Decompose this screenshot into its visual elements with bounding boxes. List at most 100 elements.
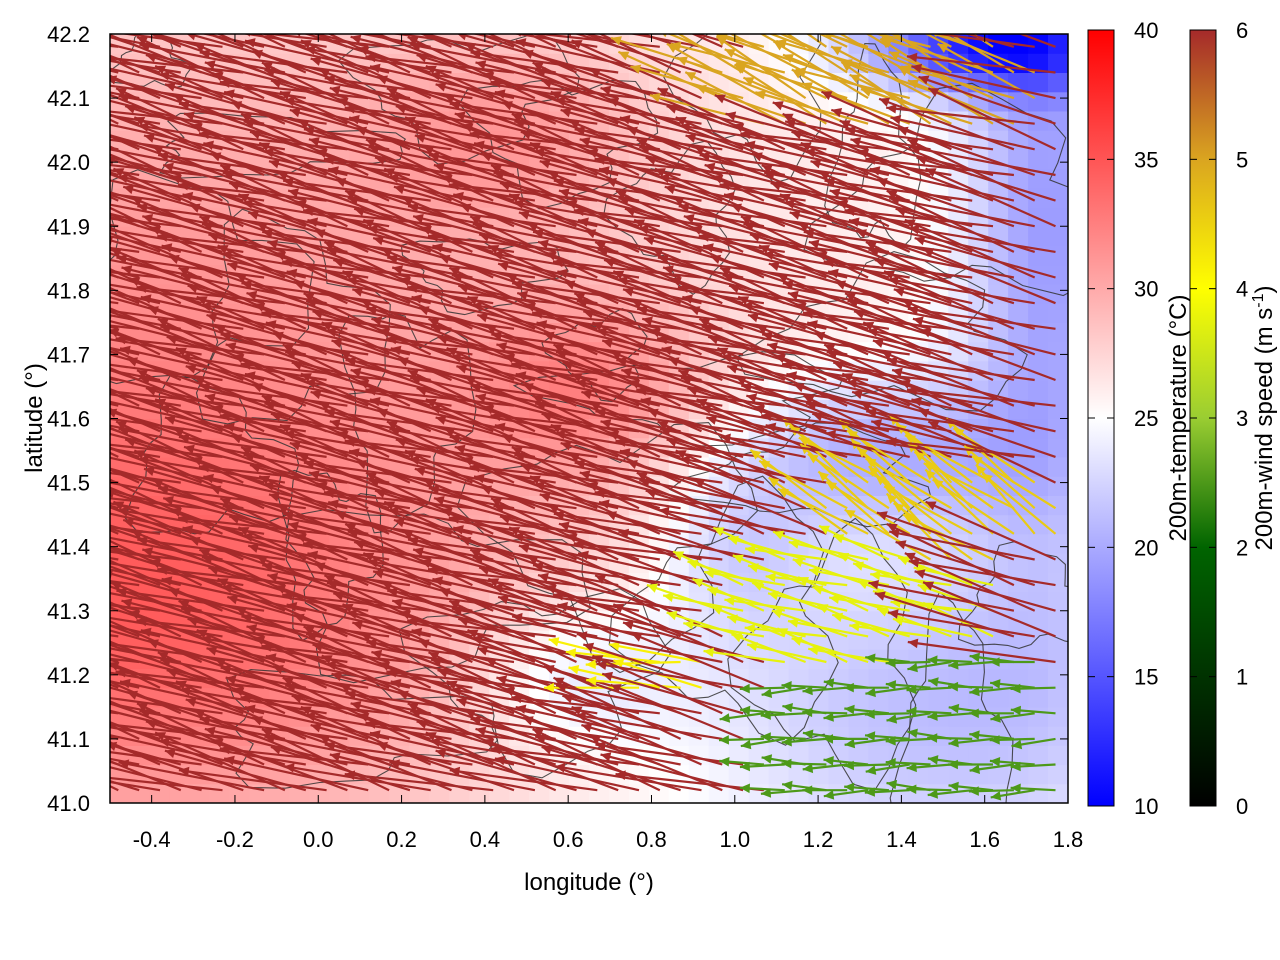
- heatmap-cell: [829, 495, 850, 515]
- wind-vector-head: [59, 752, 70, 761]
- wind-vector-head: [34, 712, 45, 722]
- wind-vector-head: [285, 16, 296, 25]
- heatmap-cell: [1048, 188, 1069, 208]
- wind-vector-head: [176, 14, 187, 23]
- wind-vector-head: [544, 0, 555, 8]
- wind-vector-head: [38, 137, 49, 146]
- wind-vector-head: [95, 53, 105, 63]
- wind-vector-head: [167, 2, 178, 11]
- wind-vector-head: [15, 349, 26, 358]
- heatmap-cell: [1048, 149, 1069, 169]
- heatmap-cell: [1048, 611, 1069, 631]
- x-tick-label: 1.4: [886, 827, 917, 852]
- heatmap-cell: [469, 784, 490, 804]
- wind-vector-head: [0, 734, 4, 743]
- wind-vector-head: [0, 148, 3, 157]
- y-tick-label: 42.0: [47, 150, 90, 175]
- colorbar-tick-label: 35: [1134, 147, 1158, 172]
- wind-vector-head: [54, 75, 64, 85]
- wind-vector-head: [871, 24, 882, 33]
- heatmap-cell: [1028, 226, 1049, 246]
- wind-vector-head: [9, 425, 20, 434]
- wind-vector-head: [19, 108, 30, 117]
- wind-vector-head: [78, 448, 89, 457]
- wind-vector-head: [42, 310, 53, 319]
- heatmap-cell: [270, 784, 291, 804]
- wind-vector-head: [23, 281, 34, 290]
- wind-vector-head: [13, 97, 24, 107]
- wind-vector-head: [77, 196, 88, 205]
- heatmap-cell: [1008, 649, 1029, 669]
- wind-vector-head: [32, 207, 42, 217]
- heatmap-cell: [1048, 765, 1069, 785]
- colorbar-tick-label: 2: [1236, 535, 1248, 560]
- wind-vector-head: [332, 5, 343, 14]
- wind-vector-head: [0, 401, 4, 410]
- wind-vector-head: [93, 220, 104, 229]
- wind-vector-head: [0, 159, 9, 168]
- heatmap-cell: [1028, 303, 1049, 323]
- y-tick-label: 41.6: [47, 407, 90, 432]
- wind-vector-head: [12, 345, 23, 354]
- wind-vector-head: [451, 20, 462, 30]
- wind-vector-head: [96, 305, 107, 315]
- heatmap-cell: [928, 688, 949, 708]
- wind-vector-head: [817, 16, 828, 25]
- heatmap-cell: [1028, 668, 1049, 688]
- wind-vector-head: [33, 293, 44, 302]
- wind-vector-head: [34, 45, 45, 55]
- wind-vector-head: [447, 14, 458, 23]
- wind-vector-head: [757, 11, 768, 20]
- wind-vector-head: [283, 11, 294, 20]
- heatmap-cell: [1008, 226, 1029, 246]
- heatmap-cell: [1048, 53, 1069, 73]
- colorbar-tick-label: 25: [1134, 406, 1158, 431]
- wind-vector-head: [74, 770, 84, 780]
- x-tick-label: 0.6: [553, 827, 584, 852]
- heatmap-cell: [968, 668, 989, 688]
- y-tick-label: 42.1: [47, 86, 90, 111]
- wind-vector-head: [0, 573, 7, 582]
- wind-vector-head: [0, 228, 2, 238]
- heatmap-cell: [1008, 303, 1029, 323]
- heatmap-cell: [1048, 649, 1069, 669]
- wind-vector-head: [4, 585, 15, 594]
- wind-vector-head: [42, 643, 53, 652]
- wind-vector-head: [379, 0, 390, 4]
- wind-vector-head: [56, 247, 67, 256]
- heatmap-cell: [1028, 380, 1049, 400]
- heatmap-cell: [1028, 207, 1049, 227]
- wind-vector-head: [54, 242, 65, 251]
- y-tick-label: 41.0: [47, 791, 90, 816]
- heatmap-cell: [629, 784, 650, 804]
- heatmap-cell: [749, 688, 770, 708]
- heatmap-cell: [769, 707, 790, 727]
- wind-vector-head: [804, 3, 815, 12]
- wind-vector-head: [88, 380, 99, 389]
- y-tick-label: 41.5: [47, 471, 90, 496]
- x-axis-title: longitude (°): [524, 869, 654, 896]
- wind-vector-head: [12, 11, 23, 20]
- wind-vector-head: [15, 683, 26, 692]
- wind-vector-head: [0, 309, 1, 319]
- wind-vector-head: [0, 493, 9, 502]
- wind-vector-head: [58, 500, 69, 509]
- wind-vector-head: [0, 729, 2, 738]
- wind-vector-head: [63, 258, 74, 267]
- wind-vector-head: [0, 396, 2, 405]
- heatmap-cell: [429, 784, 450, 804]
- wind-vector-head: [21, 28, 32, 37]
- wind-vector-head: [95, 473, 106, 482]
- x-tick-label: 1.6: [969, 827, 1000, 852]
- wind-vector-head: [75, 690, 85, 700]
- heatmap-cell: [1028, 765, 1049, 785]
- wind-vector-head: [556, 16, 567, 25]
- wind-vector-head: [887, 23, 898, 33]
- wind-vector-head: [17, 188, 28, 197]
- wind-vector-head: [2, 665, 13, 674]
- wind-vector-head: [554, 11, 565, 20]
- heatmap-cell: [928, 745, 949, 765]
- heatmap-cell: [1048, 226, 1069, 246]
- wind-vector-head: [15, 16, 26, 25]
- wind-vector-head: [95, 719, 105, 729]
